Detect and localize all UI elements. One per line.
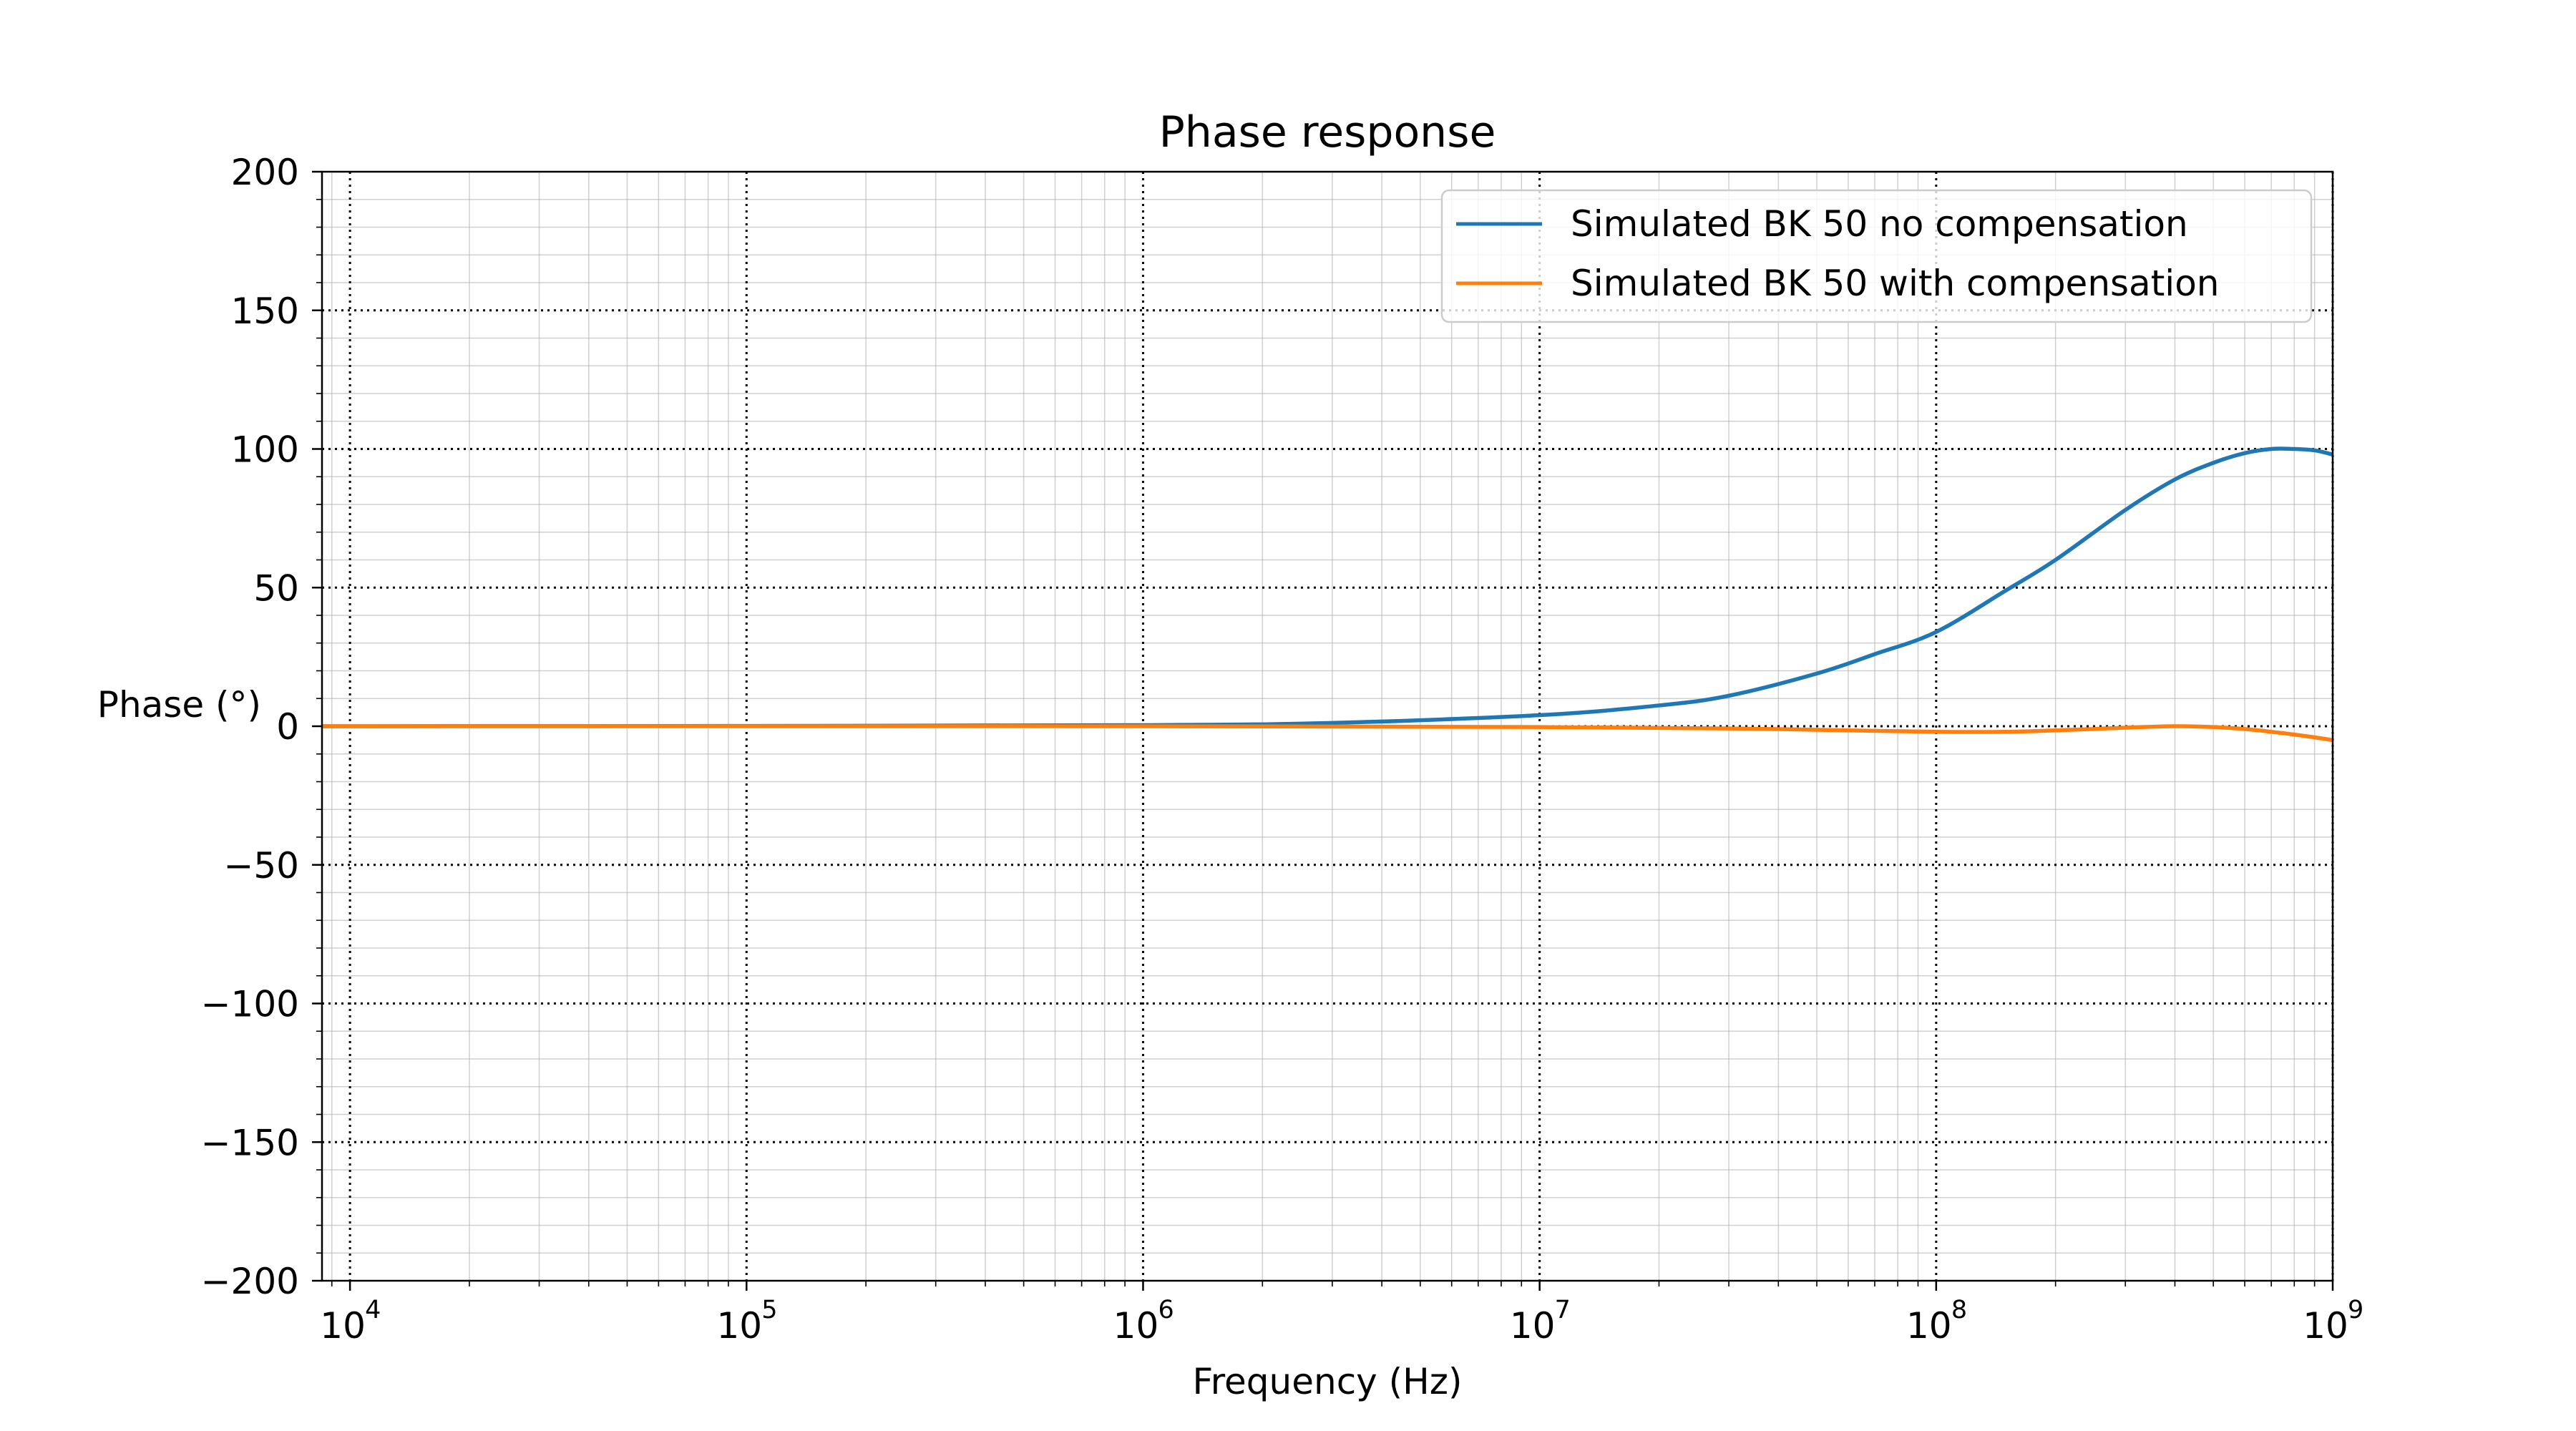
y-axis-label: Phase (°) xyxy=(97,684,261,726)
x-tick-exponent: 7 xyxy=(1555,1296,1571,1324)
y-tick-label: 150 xyxy=(231,290,299,332)
x-tick-label: 10 xyxy=(1510,1305,1556,1347)
y-tick-label: 0 xyxy=(276,706,299,748)
x-tick-exponent: 5 xyxy=(761,1296,777,1324)
x-tick-label: 10 xyxy=(320,1305,366,1347)
legend: Simulated BK 50 no compensation Simulate… xyxy=(1440,189,2313,323)
x-tick-exponent: 6 xyxy=(1158,1296,1174,1324)
x-tick-exponent: 4 xyxy=(365,1296,381,1324)
y-tick-label: −50 xyxy=(223,845,299,887)
x-tick-label: 10 xyxy=(2303,1305,2348,1347)
chart-title: Phase response xyxy=(1159,107,1496,157)
y-tick-label: 50 xyxy=(253,567,299,609)
y-tick-label: −150 xyxy=(201,1122,299,1163)
y-tick-label: −200 xyxy=(201,1261,299,1302)
y-tick-label: 100 xyxy=(231,429,299,471)
y-tick-label: −100 xyxy=(201,984,299,1025)
legend-label-no-compensation: Simulated BK 50 no compensation xyxy=(1571,203,2188,245)
x-axis-label: Frequency (Hz) xyxy=(1192,1361,1462,1402)
series-layer xyxy=(321,446,2333,743)
series-line-with-compensation xyxy=(321,724,2333,743)
x-tick-exponent: 8 xyxy=(1951,1296,1967,1324)
axis-ticks: 10 4 10 5 10 6 10 7 10 8 10 9200150100500−50−100−15… xyxy=(201,152,2364,1347)
x-tick-label: 10 xyxy=(1113,1305,1159,1347)
x-tick-label: 10 xyxy=(716,1305,762,1347)
y-tick-label: 200 xyxy=(231,152,299,193)
legend-box xyxy=(1440,189,2313,323)
x-tick-exponent: 9 xyxy=(2348,1296,2363,1324)
legend-label-with-compensation: Simulated BK 50 with compensation xyxy=(1571,263,2219,304)
x-tick-label: 10 xyxy=(1906,1305,1952,1347)
